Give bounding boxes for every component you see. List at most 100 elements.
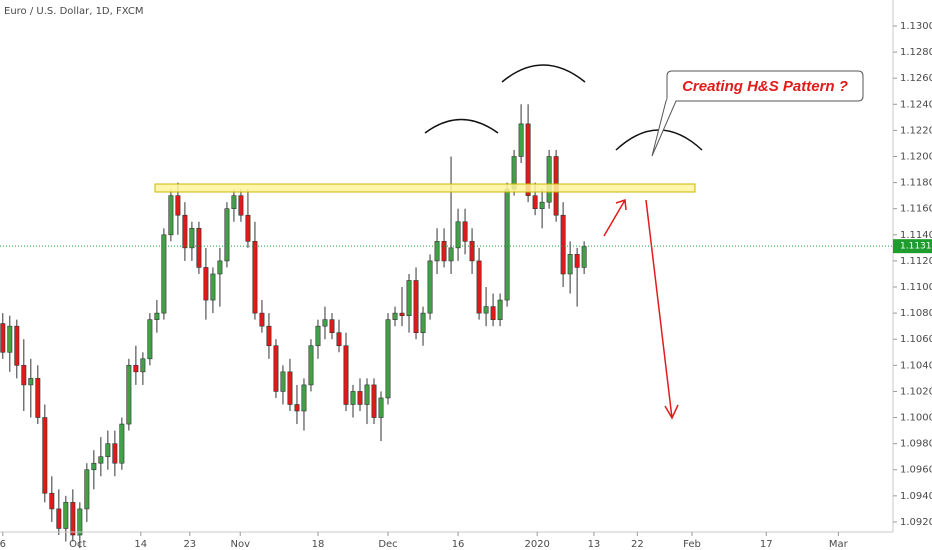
candle-body	[455, 221, 461, 249]
candle-body	[147, 319, 153, 360]
x-tick-label: Dec	[378, 539, 397, 550]
candle-body	[238, 195, 244, 216]
x-tick-label: Oct	[69, 539, 86, 550]
candle-body	[28, 378, 34, 386]
candle-body	[133, 365, 139, 373]
y-tick-label: 1.11000	[900, 282, 932, 293]
candle-body	[406, 280, 412, 317]
candle-body	[294, 404, 300, 412]
y-tick-label: 1.11800	[900, 178, 932, 189]
candle-body	[252, 241, 258, 314]
candle-body	[392, 312, 398, 320]
candle-body	[343, 345, 349, 405]
y-tick-label: 1.10400	[900, 360, 932, 371]
candle-body	[497, 299, 503, 320]
candle-body	[308, 345, 314, 386]
y-tick-label: 1.10000	[900, 413, 932, 424]
x-tick-label: 13	[588, 539, 601, 550]
arrow-down	[645, 199, 679, 420]
candle-body	[63, 502, 69, 529]
candle-body	[56, 508, 62, 529]
candle-body	[322, 319, 328, 327]
candle-body	[490, 306, 496, 320]
candle-body	[504, 188, 510, 301]
x-tick-label: 16	[452, 539, 465, 550]
left-shoulder-arc	[424, 118, 499, 134]
callout-box	[651, 70, 864, 157]
candle-body	[350, 391, 356, 405]
y-tick-label: 1.10600	[900, 334, 932, 345]
candle-body	[224, 208, 230, 262]
x-tick-label: Feb	[683, 539, 701, 550]
candle-body	[21, 365, 27, 386]
y-tick-label: 1.12000	[900, 151, 932, 162]
candle-body	[140, 358, 146, 373]
candle-body	[105, 443, 111, 457]
candle-body	[84, 469, 90, 510]
y-tick-label: 1.12200	[900, 125, 932, 136]
chart-title: Euro / U.S. Dollar, 1D, FXCM	[4, 6, 143, 17]
candle-body	[567, 254, 573, 275]
candle-body	[483, 306, 489, 314]
candle-body	[427, 260, 433, 314]
candle-body	[378, 397, 384, 418]
candle-body	[126, 365, 132, 425]
candle-body	[7, 325, 13, 353]
candle-body	[259, 312, 265, 327]
candle-body	[574, 254, 580, 268]
candle-body	[217, 260, 223, 275]
candle-body	[315, 325, 321, 347]
y-tick-label: 1.09600	[900, 465, 932, 476]
candle-body	[98, 456, 104, 464]
candle-body	[434, 241, 440, 262]
x-tick-label: 2020	[524, 539, 549, 550]
y-tick-label: 1.12600	[900, 73, 932, 84]
y-tick-label: 1.09800	[900, 439, 932, 450]
y-tick-label: 1.10200	[900, 386, 932, 397]
candle-body	[189, 227, 195, 249]
candle-body	[175, 195, 181, 216]
candle-body	[336, 332, 342, 347]
candle-body	[182, 214, 188, 249]
y-tick-label: 1.09400	[900, 491, 932, 502]
y-tick-label: 1.11600	[900, 204, 932, 215]
candle-body	[371, 384, 377, 418]
y-tick-label: 1.13000	[900, 21, 932, 32]
x-tick-label: 14	[134, 539, 147, 550]
candle-body	[42, 417, 48, 494]
candle-body	[525, 123, 531, 196]
candle-body	[154, 312, 160, 320]
candle-body	[119, 423, 125, 464]
candle-body	[112, 443, 118, 464]
candle-body	[161, 234, 167, 314]
candle-body	[210, 273, 216, 301]
y-tick-label: 1.12800	[900, 47, 932, 58]
candle-body	[469, 241, 475, 262]
candle-body	[0, 323, 6, 353]
arrow-up	[603, 198, 627, 237]
candle-body	[70, 502, 76, 536]
candle-body	[91, 462, 97, 471]
x-tick-label: Nov	[230, 539, 250, 550]
candle-body	[273, 345, 279, 392]
x-tick-label: 17	[760, 539, 773, 550]
arrows	[603, 198, 679, 420]
candle-body	[203, 267, 209, 301]
candle-body	[532, 195, 538, 210]
candle-body	[546, 156, 552, 203]
candle-body	[231, 195, 237, 210]
y-tick-label: 1.11200	[900, 256, 932, 267]
candle-body	[280, 371, 286, 392]
candle-body	[385, 319, 391, 399]
candle-body	[77, 508, 83, 536]
candle-body	[420, 312, 426, 333]
candle-body	[441, 241, 447, 262]
last-price-tag	[893, 239, 932, 254]
candle-body	[462, 221, 468, 242]
resistance-zone	[154, 183, 696, 193]
x-tick-label: 23	[183, 539, 196, 550]
x-tick-label: 6	[0, 539, 6, 550]
candle-body	[448, 247, 454, 262]
y-tick-label: 1.11400	[900, 230, 932, 241]
